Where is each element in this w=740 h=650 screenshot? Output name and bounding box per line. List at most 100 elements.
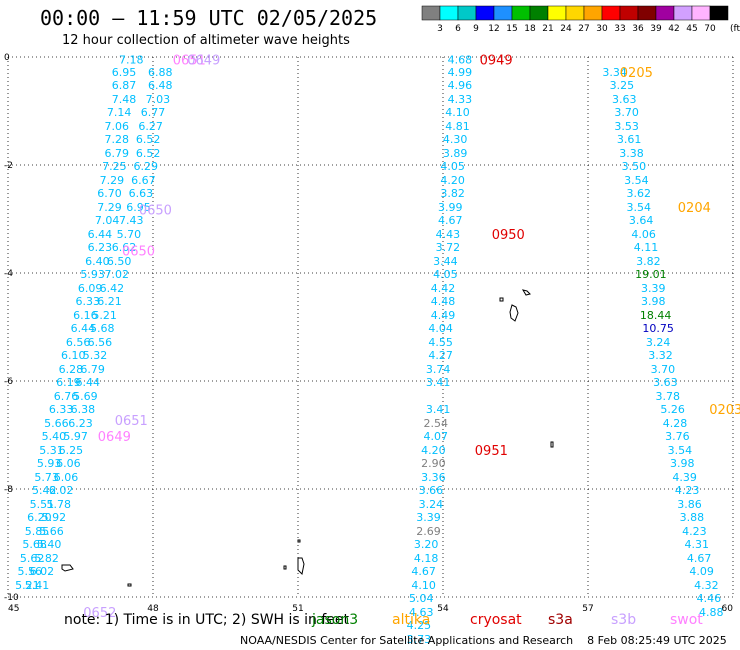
swh-value: 2.54 (424, 417, 449, 430)
island-outline (550, 441, 554, 448)
swh-value: 5.93 (80, 268, 105, 281)
swh-value: 3.54 (668, 444, 693, 457)
swh-value: 6.44 (71, 322, 96, 335)
swh-value: 3.32 (648, 349, 673, 362)
swh-value: 4.05 (433, 268, 458, 281)
pass-time-label: 0951 (475, 444, 508, 459)
swh-value: 6.19 (56, 376, 81, 389)
swh-value: 6.02 (49, 484, 74, 497)
swh-value: 3.88 (680, 511, 705, 524)
swh-value: 7.06 (105, 120, 130, 133)
swh-value: 10.75 (642, 322, 674, 335)
swh-value: 6.23 (88, 241, 113, 254)
swh-value: 3.66 (419, 484, 444, 497)
swh-value: 2.69 (416, 525, 441, 538)
swh-value: 3.53 (614, 120, 639, 133)
colorbar-label: 33 (614, 24, 625, 34)
swh-value: 7.03 (146, 93, 171, 106)
swh-value: 6.52 (136, 147, 161, 160)
swh-value: 3.63 (612, 93, 637, 106)
swh-value: 3.70 (614, 106, 639, 119)
swh-value: 2.90 (421, 457, 446, 470)
pass-time-label: 0203 (709, 403, 740, 418)
swh-value: 5.69 (73, 390, 98, 403)
swh-value: 5.92 (42, 511, 67, 524)
swh-value: 4.11 (634, 241, 659, 254)
swh-value: 4.23 (675, 484, 700, 497)
swh-value: 4.81 (445, 120, 470, 133)
swh-value: 6.79 (105, 147, 130, 160)
swh-value: 4.55 (428, 336, 453, 349)
swh-value: 4.27 (428, 349, 453, 362)
swh-value: 6.67 (131, 174, 156, 187)
swh-value: 6.25 (59, 444, 84, 457)
swh-value: 6.23 (68, 417, 93, 430)
swh-value: 4.10 (411, 579, 436, 592)
swh-value: 6.95 (126, 201, 151, 214)
swh-value: 4.18 (414, 552, 439, 565)
island-outline (297, 539, 301, 543)
swh-value: 5.40 (42, 430, 67, 443)
swh-value: 6.28 (59, 363, 84, 376)
swh-values: 7.186.956.877.487.147.067.286.797.257.29… (15, 54, 723, 646)
pass-time-label: 0205 (620, 66, 653, 81)
swh-value: 3.99 (438, 201, 463, 214)
swh-value: 4.49 (431, 309, 456, 322)
pass-time-label: 0950 (492, 228, 525, 243)
swh-value: 3.54 (627, 201, 652, 214)
swh-value: 4.07 (424, 430, 449, 443)
mission-s3a: s3a (548, 612, 573, 628)
swh-value: 7.04 (95, 214, 120, 227)
y-tick-label: -8 (4, 485, 13, 495)
swh-value: 5.82 (34, 552, 59, 565)
swh-value: 3.50 (622, 160, 647, 173)
swh-value: 7.18 (119, 54, 144, 67)
swh-value: 4.30 (443, 133, 468, 146)
swh-value: 5.32 (83, 349, 108, 362)
colorbar-label: 12 (488, 24, 499, 34)
swh-value: 7.29 (100, 174, 125, 187)
swh-value: 4.09 (689, 565, 714, 578)
swh-value: 5.93 (37, 457, 62, 470)
mission-s3b: s3b (611, 612, 637, 628)
footer-center: NOAA/NESDIS Center for Satellite Applica… (240, 634, 574, 647)
swh-value: 4.06 (631, 228, 656, 241)
colorbar-label: 15 (506, 24, 517, 34)
y-tick-label: 0 (4, 53, 10, 63)
swh-value: 4.04 (428, 322, 453, 335)
swh-value: 7.29 (97, 201, 122, 214)
swh-value: 6.56 (88, 336, 113, 349)
swh-value: 4.67 (687, 552, 712, 565)
swh-value: 6.88 (148, 66, 173, 79)
swh-value: 3.98 (670, 457, 695, 470)
colorbar-label: 27 (578, 24, 589, 34)
swh-value: 5.66 (44, 417, 69, 430)
swh-value: 4.63 (409, 606, 434, 619)
mission-cryosat: cryosat (470, 612, 522, 628)
swh-value: 6.27 (138, 120, 163, 133)
x-tick-label: 45 (8, 604, 19, 614)
colorbar-label: 3 (437, 24, 443, 34)
pass-time-label: 0649 (98, 430, 131, 445)
x-tick-label: 48 (147, 604, 159, 614)
swh-value: 6.06 (54, 471, 79, 484)
swh-value: 6.52 (136, 133, 161, 146)
swh-value: 5.70 (117, 228, 142, 241)
swh-value: 3.41 (426, 403, 451, 416)
swh-value: 5.26 (660, 403, 685, 416)
swh-value: 4.48 (431, 295, 456, 308)
x-tick-label: 54 (437, 604, 449, 614)
swh-value: 6.76 (54, 390, 79, 403)
swh-value: 6.48 (148, 79, 173, 92)
island-outline (499, 297, 504, 302)
swh-value: 4.32 (694, 579, 719, 592)
swh-value: 5.21 (92, 309, 117, 322)
island-outline (127, 583, 132, 587)
swh-value: 6.29 (134, 160, 159, 173)
pass-time-label: 0650 (139, 203, 172, 218)
swh-value: 5.41 (25, 579, 50, 592)
colorbar-label: 24 (560, 24, 572, 34)
island-outline (297, 557, 305, 576)
swh-value: 4.20 (440, 174, 465, 187)
